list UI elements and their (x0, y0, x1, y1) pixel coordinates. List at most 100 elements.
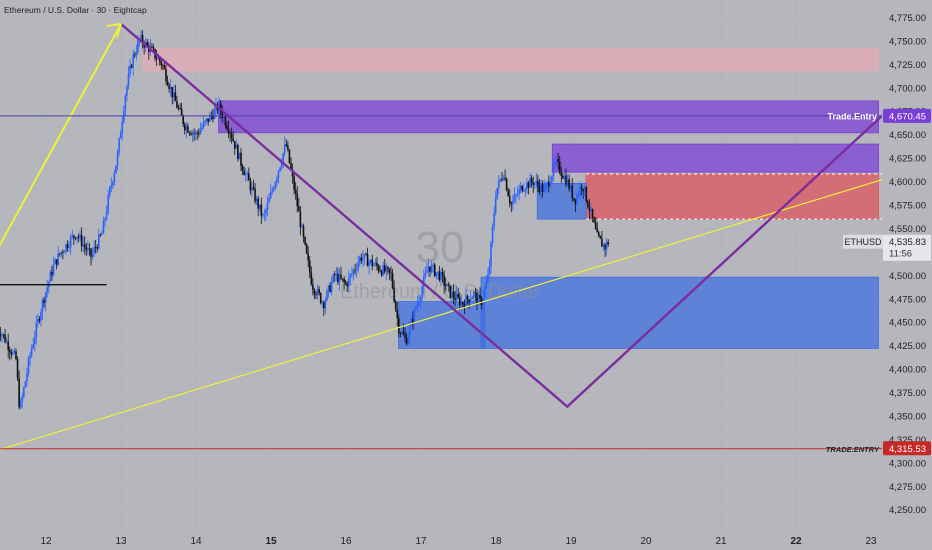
candle-body (533, 182, 536, 186)
candle-body (387, 266, 389, 269)
candle-body (573, 197, 575, 200)
candle-body (493, 213, 495, 227)
x-axis[interactable]: 12 13 14 15 16 17 18 19 20 21 22 23 (0, 530, 932, 550)
candle-body (590, 208, 592, 212)
candle-body (233, 141, 236, 149)
candle-body (98, 234, 100, 249)
candle-body (558, 161, 561, 173)
candle-body (327, 285, 330, 291)
candle-body (251, 187, 253, 191)
candle-body (537, 180, 539, 186)
zone-purple-upper[interactable] (218, 100, 879, 134)
candle-body (335, 273, 338, 276)
candle-body (302, 225, 305, 237)
y-axis[interactable]: 4,800.00 4,775.00 4,750.00 4,725.00 4,700.00… (882, 0, 932, 550)
upper-entry-label: Trade.Entry (827, 111, 877, 121)
candle-body (410, 318, 413, 326)
candle-body (196, 132, 199, 134)
y-tick-label: 4,725.00 (889, 60, 926, 71)
candle-body (146, 42, 149, 46)
y-tick-label: 4,600.00 (889, 177, 926, 188)
y-tick-label: 4,550.00 (889, 224, 926, 235)
candle-body (183, 124, 186, 131)
y-tick-label: 4,375.00 (889, 388, 926, 399)
candle-body (44, 292, 47, 303)
candle-body (201, 127, 203, 130)
candle-body (265, 210, 267, 214)
candle-body (210, 114, 213, 116)
candle-body (323, 302, 325, 309)
candle-body (180, 108, 183, 116)
zone-blue-demand[interactable] (480, 276, 879, 349)
lower-entry-label: TRADE.ENTRY (826, 445, 880, 454)
candle-body (308, 260, 311, 273)
candle-body (560, 172, 563, 177)
candle-body (368, 261, 370, 267)
candle-body (171, 87, 174, 98)
candle-body (91, 252, 94, 258)
y-tick-label: 4,325.00 (889, 435, 926, 446)
candle-body (443, 275, 445, 286)
candle-body (383, 265, 386, 272)
candle-body (552, 163, 555, 177)
candle-body (544, 185, 547, 188)
candle-body (158, 57, 161, 62)
candle-body (476, 292, 478, 303)
zone-red-entry[interactable] (585, 173, 879, 220)
candle-body (491, 226, 494, 243)
candle-body (569, 185, 572, 189)
candle-body (455, 294, 458, 301)
line-purple-leg-down[interactable] (119, 22, 569, 408)
line-purple-leg-up[interactable] (566, 114, 884, 408)
candle-body (280, 163, 283, 168)
candle-body (93, 247, 95, 253)
candle-body (421, 287, 424, 298)
candle-body (33, 337, 36, 345)
candle-body (96, 247, 99, 249)
candle-body (304, 236, 306, 245)
candle-body (43, 299, 45, 303)
candle-body (344, 282, 347, 284)
candle-body (324, 300, 327, 309)
candle-body (29, 355, 31, 359)
candle-body (416, 303, 419, 309)
candle-body (462, 302, 464, 305)
candle-body (394, 301, 397, 310)
candle-body (418, 301, 420, 304)
zone-pink-supply[interactable] (143, 47, 879, 72)
line-yellow-trend[interactable] (0, 179, 883, 452)
candle-body (238, 152, 241, 160)
line-yellow-impulse[interactable] (0, 23, 122, 257)
candle-body (52, 264, 55, 276)
candle-body (377, 266, 380, 271)
candle-body (79, 234, 81, 238)
candle-body (448, 283, 450, 286)
candle-body (485, 281, 488, 288)
candle-body (60, 251, 63, 255)
candle-body (77, 236, 80, 238)
y-tick-label: 4,425.00 (889, 341, 926, 352)
candle-body (237, 144, 239, 160)
upper-entry-price-box (883, 108, 931, 123)
candle-body (380, 271, 383, 275)
candle-body (341, 278, 344, 280)
candle-body (226, 125, 228, 129)
candle-body (346, 283, 349, 287)
zone-purple-mid[interactable] (551, 143, 879, 173)
current-symbol: ETHUSD (844, 237, 882, 247)
candle-body (326, 290, 328, 301)
candle-body (116, 152, 119, 166)
candle-body (187, 126, 189, 133)
candle-body (548, 181, 550, 187)
chart-title: Ethereum / U.S. Dollar · 30 · Eightcap (4, 5, 147, 15)
candle-body (376, 262, 378, 267)
candle-body (271, 190, 274, 192)
candle-body (583, 186, 586, 192)
candle-body (1, 334, 3, 337)
candle-body (596, 228, 599, 233)
candle-body (316, 289, 319, 296)
candle-body (294, 189, 297, 194)
candle-body (232, 138, 234, 142)
candle-body (168, 85, 170, 90)
candle-body (585, 186, 588, 202)
